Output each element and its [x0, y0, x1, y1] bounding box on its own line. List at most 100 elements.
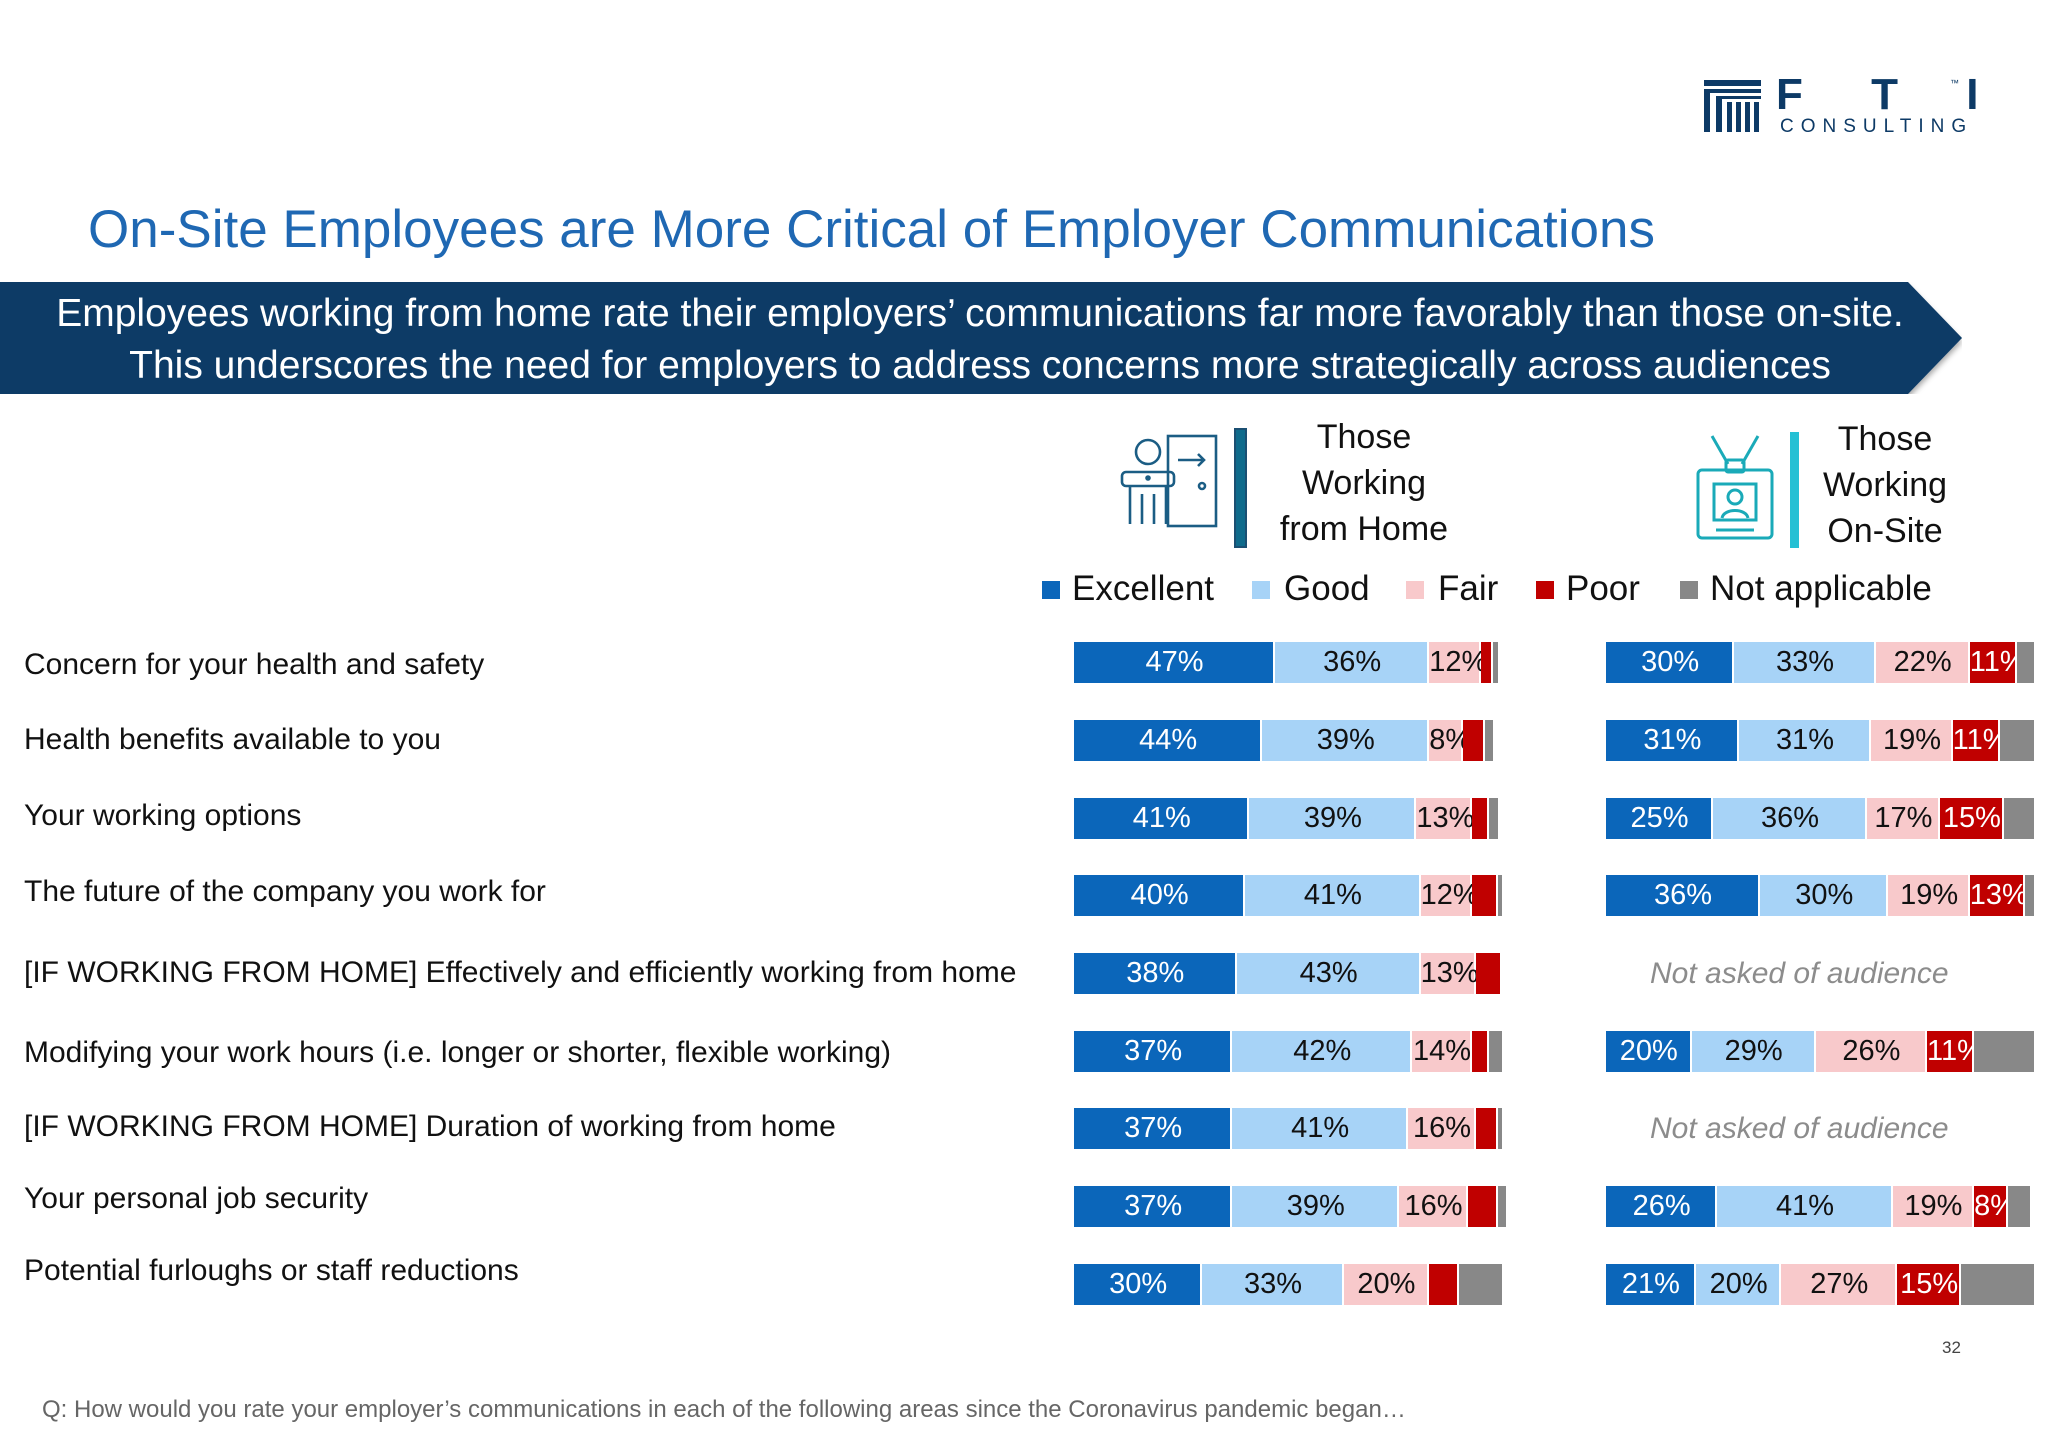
legend-label-good: Good	[1284, 569, 1370, 608]
home-bar-not-applicable	[1459, 1264, 1502, 1305]
survey-question-footnote: Q: How would you rate your employer’s co…	[42, 1396, 1406, 1423]
row-label: Concern for your health and safety	[24, 648, 485, 681]
onsite-bar-fair: 19%	[1888, 875, 1970, 916]
home-bar-not-applicable	[1497, 1186, 1507, 1227]
home-bar-poor	[1476, 953, 1502, 994]
onsite-bar-poor: 11%	[1927, 1031, 1983, 1072]
onsite-bar-excellent: 25%	[1606, 798, 1713, 839]
onsite-bar-poor: 11%	[1952, 720, 2009, 761]
home-bar-poor	[1429, 1264, 1460, 1305]
bar-value-label: 20%	[1709, 1268, 1768, 1300]
onsite-bar-poor: 13%	[1969, 875, 2028, 916]
onsite-bar-excellent: 20%	[1606, 1031, 1692, 1072]
home-bar-good: 33%	[1202, 1264, 1344, 1305]
key-finding-banner: Employees working from home rate their e…	[0, 282, 1962, 394]
home-group-heading: Those Working from Home	[1279, 418, 1449, 548]
bar-value-label: 36%	[1654, 879, 1713, 911]
legend-label-not-applicable: Not applicable	[1710, 569, 1932, 608]
bar-value-label: 40%	[1130, 879, 1189, 911]
bar-value-label: 13%	[1420, 957, 1479, 989]
home-bar-excellent: 37%	[1074, 1186, 1233, 1227]
bar-value-label: 20%	[1357, 1268, 1416, 1300]
onsite-bar-not-applicable	[2004, 798, 2034, 839]
onsite-bar-poor: 8%	[1974, 1186, 2016, 1227]
onsite-bar-good: 41%	[1717, 1186, 1893, 1227]
bar-value-label: 22%	[1893, 646, 1952, 678]
bar-value-label: 8%	[1974, 1190, 2016, 1222]
onsite-bar-not-applicable	[2016, 642, 2034, 683]
home-bar-good: 39%	[1249, 798, 1417, 839]
bar-value-label: 33%	[1775, 646, 1835, 678]
home-bar-fair: 16%	[1407, 1108, 1477, 1149]
person-at-desk-icon	[1120, 434, 1218, 528]
home-bar-poor	[1472, 798, 1490, 839]
home-bar-excellent: 40%	[1074, 875, 1246, 916]
onsite-bar-excellent: 31%	[1606, 720, 1739, 761]
bar-value-label: 15%	[1900, 1268, 1959, 1300]
home-bar-fair: 14%	[1412, 1031, 1473, 1072]
onsite-group-accent-bar	[1790, 432, 1799, 548]
home-bar-good: 41%	[1245, 875, 1421, 916]
bar-value-label: 11%	[1952, 724, 2009, 756]
home-bar-not-applicable	[1489, 1031, 1502, 1072]
bar-value-label: 11%	[1927, 1035, 1983, 1067]
bar-value-label: 41%	[1132, 802, 1191, 834]
bar-value-label: 38%	[1126, 957, 1185, 989]
home-bar-excellent: 38%	[1074, 953, 1237, 994]
home-bar-excellent: 37%	[1074, 1031, 1233, 1072]
bar-value-label: 41%	[1291, 1112, 1350, 1144]
banner-arrow-shape	[0, 282, 1962, 394]
onsite-bar-good: 36%	[1713, 798, 1868, 839]
logo-trademark: ™	[1950, 78, 1959, 88]
home-bar-good: 39%	[1232, 1186, 1400, 1227]
legend-swatch-fair	[1406, 581, 1424, 599]
onsite-bar-fair: 22%	[1875, 642, 1970, 683]
row-label: [IF WORKING FROM HOME] Duration of worki…	[24, 1110, 836, 1143]
onsite-bar-excellent: 21%	[1606, 1264, 1696, 1305]
onsite-bar-poor: 15%	[1897, 1264, 1962, 1305]
bar-value-label: 44%	[1139, 724, 1198, 756]
bar-value-label: 13%	[1969, 879, 2028, 911]
home-bar-poor	[1467, 1186, 1498, 1227]
onsite-bar-good: 30%	[1760, 875, 1889, 916]
bar-value-label: 39%	[1316, 724, 1375, 756]
fti-column-mark-icon	[1704, 80, 1761, 132]
home-bar-not-applicable	[1497, 1108, 1502, 1149]
bar-value-label: 20%	[1619, 1035, 1678, 1067]
slide-title: On-Site Employees are More Critical of E…	[88, 200, 1655, 259]
home-bar-not-applicable	[1497, 875, 1502, 916]
bar-value-label: 30%	[1641, 646, 1700, 678]
row-label: Your personal job security	[24, 1182, 369, 1215]
onsite-bar-fair: 26%	[1815, 1031, 1927, 1072]
onsite-bar-not-applicable	[2025, 875, 2034, 916]
onsite-bar-not-applicable	[1974, 1031, 2034, 1072]
banner-text: Employees working from home rate their e…	[56, 292, 1904, 387]
home-bar-good: 43%	[1236, 953, 1421, 994]
onsite-bar-fair: 27%	[1781, 1264, 1898, 1305]
bar-value-label: 41%	[1775, 1190, 1835, 1222]
legend-swatch-good	[1252, 581, 1270, 599]
legend-swatch-excellent	[1042, 581, 1060, 599]
bar-value-label: 19%	[1882, 724, 1942, 756]
home-bar-poor	[1463, 720, 1485, 761]
bar-value-label: 42%	[1293, 1035, 1352, 1067]
not-asked-label: Not asked of audience	[1650, 957, 1949, 990]
home-bar-excellent: 41%	[1074, 798, 1250, 839]
logo-letters: F T I	[1776, 70, 2007, 119]
home-bar-poor	[1472, 1031, 1490, 1072]
row-label: Modifying your work hours (i.e. longer o…	[24, 1036, 892, 1069]
bar-value-label: 11%	[1969, 646, 2026, 678]
onsite-bar-poor: 15%	[1939, 798, 2005, 839]
bar-value-label: 43%	[1299, 957, 1358, 989]
fti-consulting-logo: F T I ™ CONSULTING	[1704, 70, 1978, 144]
home-bar-fair: 13%	[1420, 953, 1479, 994]
onsite-bar-not-applicable	[2008, 1186, 2030, 1227]
home-bar-excellent: 30%	[1074, 1264, 1203, 1305]
bar-value-label: 21%	[1621, 1268, 1680, 1300]
bar-value-label: 19%	[1904, 1190, 1963, 1222]
bar-value-label: 30%	[1109, 1268, 1168, 1300]
onsite-bar-not-applicable	[1999, 720, 2034, 761]
not-asked-label: Not asked of audience	[1650, 1112, 1949, 1145]
id-badge-icon	[1696, 435, 1774, 540]
bar-value-label: 14%	[1413, 1035, 1472, 1067]
